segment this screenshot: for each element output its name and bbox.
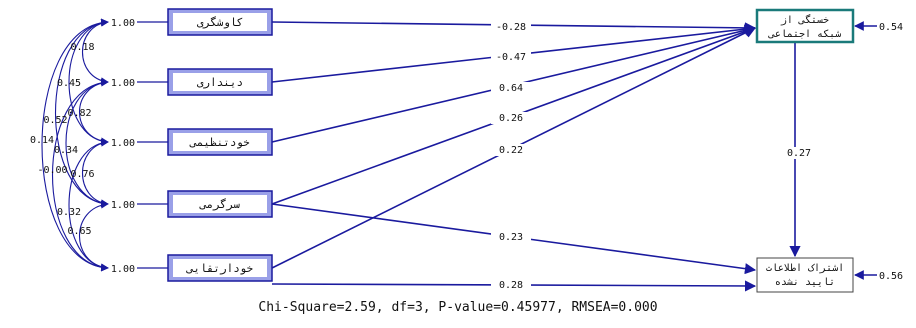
covariance-curve [41, 18, 109, 272]
covariance-label: 0.18 [70, 42, 94, 53]
fit-statistics: Chi-Square=2.59, df=3, P-value=0.45977, … [258, 300, 658, 315]
error-label: 0.56 [879, 271, 903, 282]
error-label: 0.54 [879, 22, 903, 33]
endogenous-box [756, 257, 854, 293]
path-coefficient-label: 0.23 [499, 232, 523, 243]
endogenous-node-sharing: اشتراک اطلاعات تایید نشده [756, 257, 854, 293]
exogenous-label: کاوشگری [197, 16, 243, 29]
variance-label: 1.00 [111, 18, 135, 29]
path-coefficient-label: 0.22 [499, 145, 523, 156]
path-label-background [491, 112, 531, 124]
endogenous-box [755, 8, 855, 44]
path-coefficient-label: 0.27 [787, 148, 811, 159]
exogenous-box-inner [173, 195, 267, 213]
path-label-background [491, 231, 531, 243]
covariance-label: 0.45 [57, 78, 81, 89]
endogenous-node-fatigue: خستگی از شبکه اجتماعی [755, 8, 855, 44]
covariance-label: 0.52 [43, 115, 67, 126]
variance-label: 1.00 [111, 264, 135, 275]
path-coefficient-label: 0.26 [499, 113, 523, 124]
exogenous-label: خودارتقایی [186, 262, 253, 275]
exogenous-node-sargarmi: سرگرمی [167, 190, 273, 218]
exogenous-box-inner [173, 13, 267, 31]
path-coefficient-label: -0.47 [496, 52, 526, 63]
variance-label: 1.00 [111, 200, 135, 211]
endogenous-label-line: تایید نشده [775, 277, 835, 288]
path-coefficient-label: 0.64 [499, 83, 523, 94]
exogenous-box-inner [173, 73, 267, 91]
path-label-background [491, 21, 531, 33]
path-coefficient-label: -0.28 [496, 22, 526, 33]
covariance-label: 0.65 [67, 226, 91, 237]
path-coefficient-label: 0.28 [499, 280, 523, 291]
variance-label: 1.00 [111, 78, 135, 89]
covariance-curve [78, 78, 109, 146]
path-label-background [491, 51, 531, 63]
covariance-label: 0.34 [54, 145, 78, 156]
covariance-label: 0.14 [30, 135, 54, 146]
covariance-curve [78, 200, 109, 272]
path-label-background [779, 147, 819, 159]
covariance-curve [52, 78, 109, 272]
covariance-label: 0.82 [67, 108, 91, 119]
endogenous-label-line: شبکه اجتماعی [768, 29, 841, 40]
path-label-background [491, 279, 531, 291]
exogenous-node-dindari: دینداری [167, 68, 273, 96]
covariance-curve [81, 138, 109, 208]
covariance-curve [65, 78, 109, 208]
exogenous-node-khodertaghaei: خودارتقایی [167, 254, 273, 282]
path-label-background [491, 82, 531, 94]
endogenous-label-line: خستگی از [780, 13, 829, 26]
exogenous-label: سرگرمی [199, 198, 240, 211]
covariance-label: -0.00 [37, 165, 67, 176]
endogenous-label-line: اشتراک اطلاعات [766, 262, 844, 274]
exogenous-node-kavoshgari: کاوشگری [167, 8, 273, 36]
exogenous-box-inner [173, 133, 267, 151]
covariance-label: 0.76 [70, 169, 94, 180]
exogenous-label: دینداری [197, 76, 243, 89]
exogenous-node-khodtanzimi: خودتنظیمی [167, 128, 273, 156]
variance-label: 1.00 [111, 138, 135, 149]
path-label-background [491, 144, 531, 156]
covariance-curve [82, 18, 109, 86]
exogenous-box-inner [173, 259, 267, 277]
covariance-label: 0.32 [57, 207, 81, 218]
exogenous-label: خودتنظیمی [189, 136, 250, 149]
